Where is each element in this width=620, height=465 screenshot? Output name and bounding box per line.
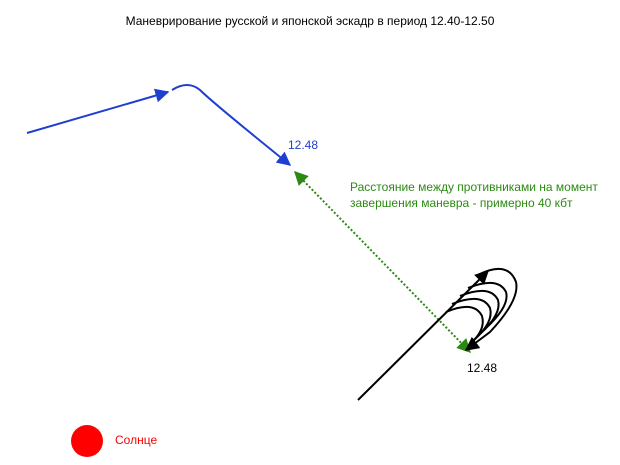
- title: Маневрирование русской и японской эскадр…: [126, 14, 495, 28]
- russian-course: [26, 84, 292, 166]
- distance-line: [294, 170, 471, 354]
- distance-note: завершения маневра - примерно 40 кбт: [350, 196, 573, 210]
- sun-icon: [71, 425, 103, 457]
- russian-time: 12.48: [288, 138, 318, 152]
- distance-note: Расстояние между противниками на момент: [350, 180, 598, 194]
- japanese-time: 12.48: [467, 361, 497, 375]
- japanese-course: [357, 267, 518, 401]
- sun-label: Солнце: [115, 433, 157, 447]
